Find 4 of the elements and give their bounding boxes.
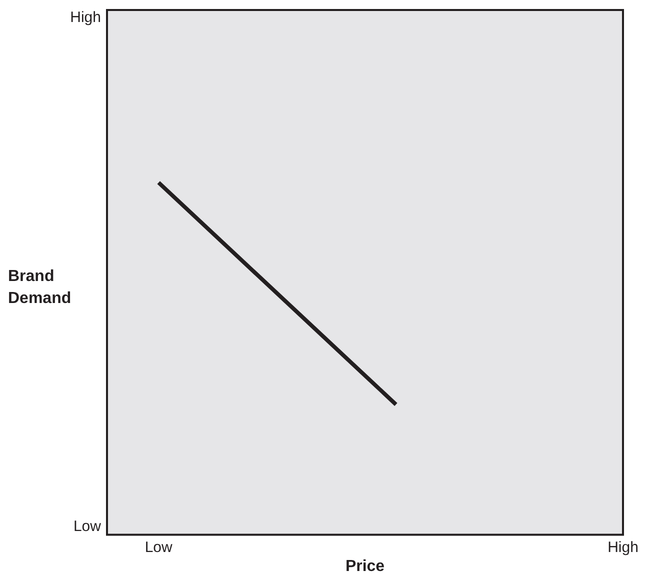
text: Low (73, 518, 102, 535)
text: High (70, 9, 101, 26)
y-axis-title: Brand Demand (8, 267, 72, 309)
x-axis-title: Price (345, 558, 385, 575)
